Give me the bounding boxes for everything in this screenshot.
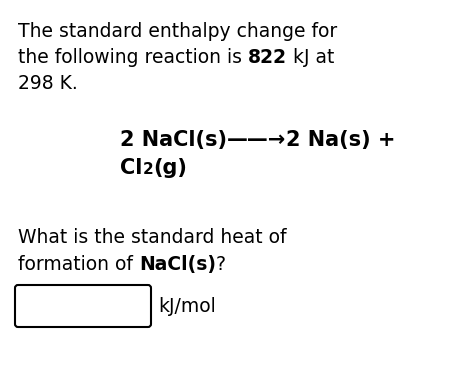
Text: NaCl(s): NaCl(s)	[139, 255, 216, 274]
Text: The standard enthalpy change for: The standard enthalpy change for	[18, 22, 337, 41]
Text: 2 Na(s) +: 2 Na(s) +	[286, 130, 396, 150]
Text: the following reaction is: the following reaction is	[18, 48, 248, 67]
Text: 822: 822	[248, 48, 287, 67]
Text: ——→: ——→	[227, 130, 286, 150]
Text: 2: 2	[142, 162, 153, 177]
Text: kJ at: kJ at	[287, 48, 334, 67]
Text: 298 K.: 298 K.	[18, 74, 78, 93]
Text: formation of: formation of	[18, 255, 139, 274]
Text: What is the standard heat of: What is the standard heat of	[18, 228, 286, 247]
Text: (g): (g)	[153, 158, 187, 178]
Text: Cl: Cl	[120, 158, 142, 178]
Text: ?: ?	[216, 255, 226, 274]
Text: 2 NaCl(s): 2 NaCl(s)	[120, 130, 227, 150]
FancyBboxPatch shape	[15, 285, 151, 327]
Text: kJ/mol: kJ/mol	[158, 297, 216, 315]
